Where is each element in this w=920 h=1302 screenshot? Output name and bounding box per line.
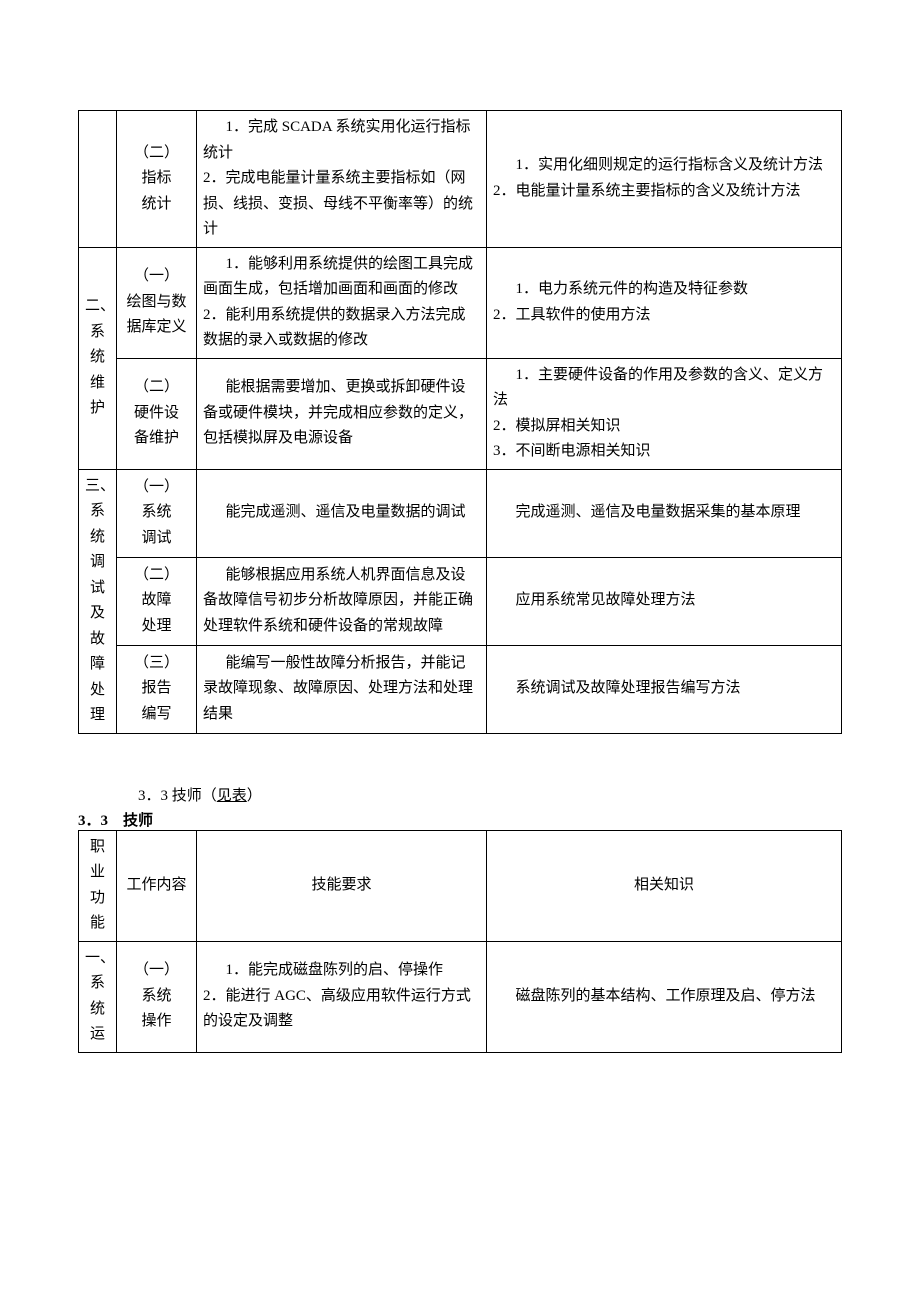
task-cell: （二）硬件设备维护 bbox=[117, 358, 197, 469]
table-row: （二）指标统计 1．完成 SCADA 系统实用化运行指标统计2．完成电能量计量系… bbox=[79, 111, 842, 248]
table-row: 二、系统维护 （一）绘图与数据库定义 1．能够利用系统提供的绘图工具完成画面生成… bbox=[79, 247, 842, 358]
table-row: 一、系统运 （一）系统操作 1．能完成磁盘陈列的启、停操作2．能进行 AGC、高… bbox=[79, 941, 842, 1052]
table-row: （二）硬件设备维护 能根据需要增加、更换或拆卸硬件设备或硬件模块，并完成相应参数… bbox=[79, 358, 842, 469]
table-header-row: 职业功能 工作内容 技能要求 相关知识 bbox=[79, 830, 842, 941]
header-func: 职业功能 bbox=[79, 830, 117, 941]
func-cell: 二、系统维护 bbox=[79, 247, 117, 469]
skill-cell: 1．能够利用系统提供的绘图工具完成画面生成，包括增加画面和画面的修改2．能利用系… bbox=[197, 247, 487, 358]
task-cell: （二）故障处理 bbox=[117, 557, 197, 645]
skill-cell: 能编写一般性故障分析报告，并能记录故障现象、故障原因、处理方法和处理结果 bbox=[197, 645, 487, 733]
know-cell: 应用系统常见故障处理方法 bbox=[487, 557, 842, 645]
know-cell: 1．实用化细则规定的运行指标含义及统计方法2．电能量计量系统主要指标的含义及统计… bbox=[487, 111, 842, 248]
skill-cell: 能完成遥测、遥信及电量数据的调试 bbox=[197, 469, 487, 557]
task-cell: （二）指标统计 bbox=[117, 111, 197, 248]
skill-cell: 能够根据应用系统人机界面信息及设备故障信号初步分析故障原因，并能正确处理软件系统… bbox=[197, 557, 487, 645]
know-cell: 磁盘陈列的基本结构、工作原理及启、停方法 bbox=[487, 941, 842, 1052]
know-cell: 1．主要硬件设备的作用及参数的含义、定义方法2．模拟屏相关知识3．不间断电源相关… bbox=[487, 358, 842, 469]
skill-cell: 1．完成 SCADA 系统实用化运行指标统计2．完成电能量计量系统主要指标如（网… bbox=[197, 111, 487, 248]
section-note-tail: ） bbox=[247, 788, 262, 804]
section-note-link: 见表 bbox=[217, 788, 247, 804]
table-row: 三、系统调试及故障处理 （一）系统调试 能完成遥测、遥信及电量数据的调试 完成遥… bbox=[79, 469, 842, 557]
header-task: 工作内容 bbox=[117, 830, 197, 941]
skill-cell: 1．能完成磁盘陈列的启、停操作2．能进行 AGC、高级应用软件运行方式的设定及调… bbox=[197, 941, 487, 1052]
table-row: （二）故障处理 能够根据应用系统人机界面信息及设备故障信号初步分析故障原因，并能… bbox=[79, 557, 842, 645]
func-cell: 三、系统调试及故障处理 bbox=[79, 469, 117, 733]
know-cell: 系统调试及故障处理报告编写方法 bbox=[487, 645, 842, 733]
section-title: 3．3 技师 bbox=[78, 809, 842, 830]
task-cell: （一）绘图与数据库定义 bbox=[117, 247, 197, 358]
section-note: 3．3 技师（见表） bbox=[78, 784, 842, 805]
header-skill: 技能要求 bbox=[197, 830, 487, 941]
section-note-prefix: 3．3 技师（ bbox=[138, 788, 217, 804]
header-know: 相关知识 bbox=[487, 830, 842, 941]
know-cell: 1．电力系统元件的构造及特征参数2．工具软件的使用方法 bbox=[487, 247, 842, 358]
page-container: （二）指标统计 1．完成 SCADA 系统实用化运行指标统计2．完成电能量计量系… bbox=[0, 0, 920, 1093]
skills-table-upper: （二）指标统计 1．完成 SCADA 系统实用化运行指标统计2．完成电能量计量系… bbox=[78, 110, 842, 734]
task-cell: （一）系统操作 bbox=[117, 941, 197, 1052]
func-cell-blank bbox=[79, 111, 117, 248]
know-cell: 完成遥测、遥信及电量数据采集的基本原理 bbox=[487, 469, 842, 557]
skills-table-lower: 职业功能 工作内容 技能要求 相关知识 一、系统运 （一）系统操作 1．能完成磁… bbox=[78, 830, 842, 1053]
func-cell: 一、系统运 bbox=[79, 941, 117, 1052]
table-row: （三）报告编写 能编写一般性故障分析报告，并能记录故障现象、故障原因、处理方法和… bbox=[79, 645, 842, 733]
task-cell: （一）系统调试 bbox=[117, 469, 197, 557]
skill-cell: 能根据需要增加、更换或拆卸硬件设备或硬件模块，并完成相应参数的定义，包括模拟屏及… bbox=[197, 358, 487, 469]
task-cell: （三）报告编写 bbox=[117, 645, 197, 733]
